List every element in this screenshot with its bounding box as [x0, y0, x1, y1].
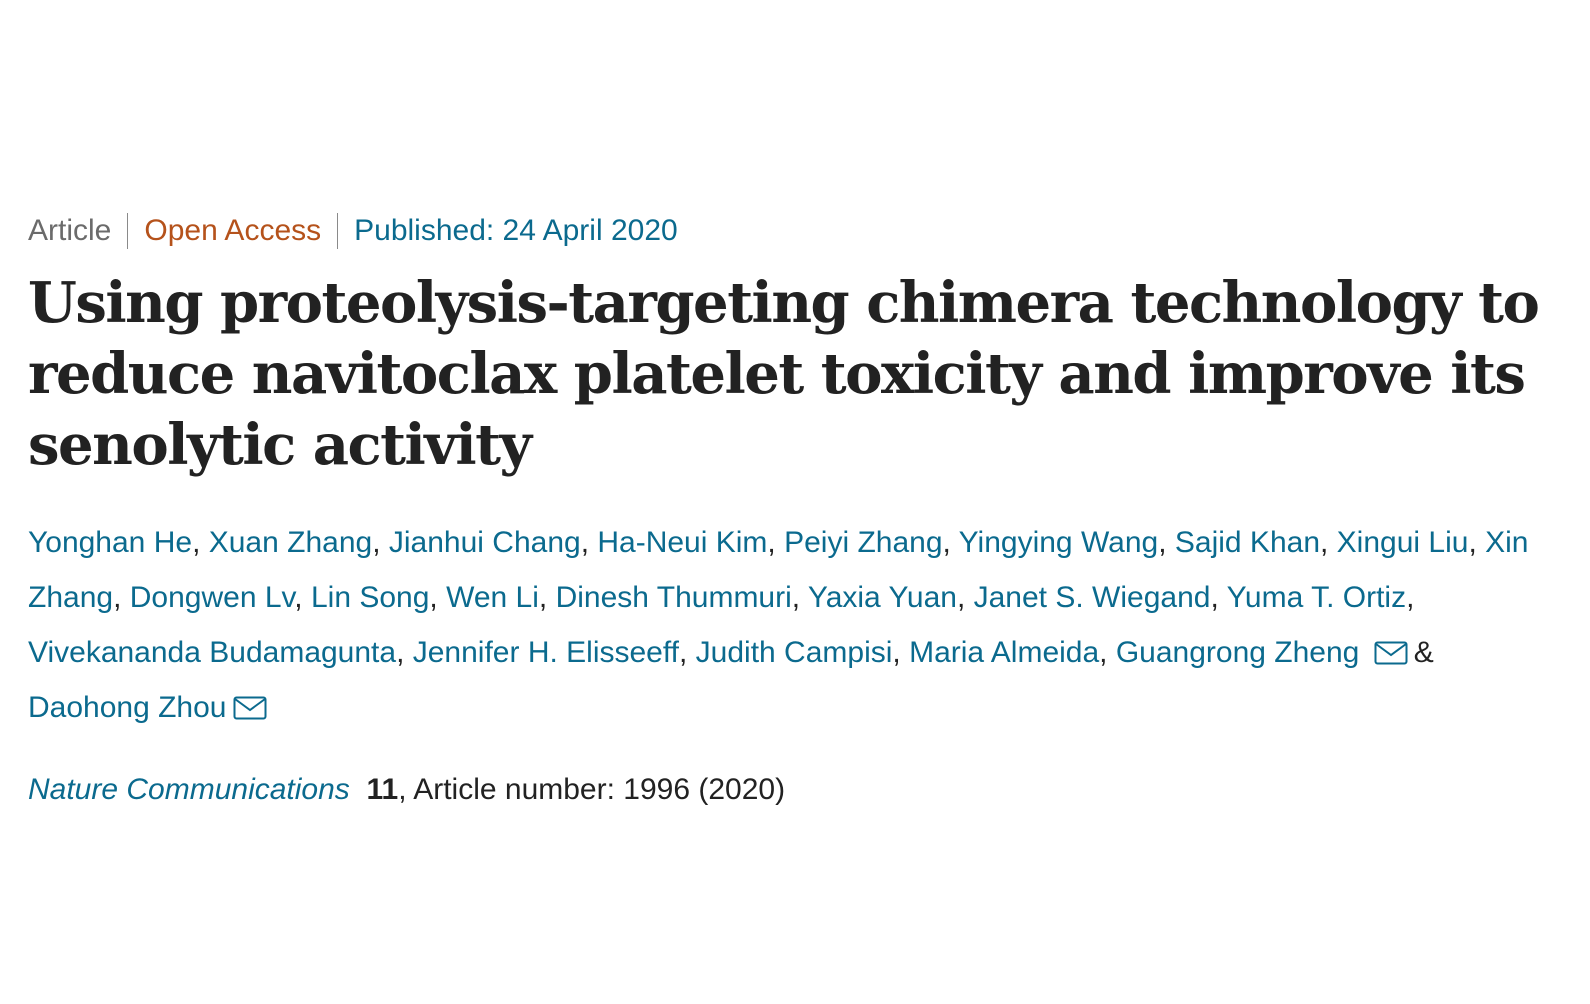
- citation: Nature Communications 11, Article number…: [28, 767, 1558, 813]
- mail-icon[interactable]: [1374, 641, 1408, 665]
- mail-icon[interactable]: [233, 696, 267, 720]
- author-link[interactable]: Maria Almeida: [909, 636, 1100, 669]
- author-separator: ,: [294, 581, 311, 614]
- author-link[interactable]: Dongwen Lv: [129, 581, 295, 614]
- author-link[interactable]: Vivekananda Budamagunta: [28, 636, 397, 669]
- author-separator: ,: [679, 636, 696, 669]
- author-separator: ,: [956, 581, 974, 614]
- author-link[interactable]: Janet S. Wiegand: [973, 581, 1211, 614]
- author-separator: ,: [892, 636, 910, 669]
- author-link[interactable]: Yonghan He: [28, 526, 193, 559]
- author-separator: ,: [192, 526, 209, 559]
- author-separator: ,: [580, 526, 598, 559]
- author-link[interactable]: Daohong Zhou: [28, 691, 227, 724]
- author-link[interactable]: Judith Campisi: [695, 636, 893, 669]
- journal-link[interactable]: Nature Communications: [28, 773, 350, 806]
- article-type: Article: [28, 214, 112, 247]
- author-link[interactable]: Yingying Wang: [958, 526, 1159, 559]
- author-separator: ,: [113, 581, 130, 614]
- author-link[interactable]: Peiyi Zhang: [784, 526, 943, 559]
- author-separator: ,: [1158, 526, 1175, 559]
- author-separator: ,: [538, 581, 556, 614]
- open-access-label: Open Access: [144, 214, 322, 247]
- meta-divider: [127, 213, 129, 249]
- author-separator: ,: [767, 526, 785, 559]
- author-link[interactable]: Yaxia Yuan: [807, 581, 957, 614]
- citation-details: , Article number: 1996 (2020): [398, 773, 786, 806]
- author-link[interactable]: Xuan Zhang: [208, 526, 373, 559]
- author-link[interactable]: Guangrong Zheng: [1115, 636, 1360, 669]
- ampersand: &: [1413, 636, 1434, 669]
- author-separator: ,: [1320, 526, 1337, 559]
- published-date: Published: 24 April 2020: [354, 214, 678, 247]
- author-separator: ,: [1099, 636, 1116, 669]
- author-link[interactable]: Jennifer H. Elisseeff: [412, 636, 679, 669]
- author-separator: ,: [372, 526, 389, 559]
- author-separator: ,: [1468, 526, 1486, 559]
- author-separator: ,: [396, 636, 413, 669]
- author-link[interactable]: Sajid Khan: [1174, 526, 1320, 559]
- author-separator: ,: [1406, 581, 1415, 614]
- article-meta: Article Open Access Published: 24 April …: [28, 208, 1558, 254]
- author-link[interactable]: Xingui Liu: [1336, 526, 1469, 559]
- author-link[interactable]: Jianhui Chang: [388, 526, 581, 559]
- author-list: Yonghan He, Xuan Zhang, Jianhui Chang, H…: [28, 515, 1558, 735]
- meta-divider: [337, 213, 339, 249]
- volume-number: 11: [366, 773, 399, 806]
- article-header: Article Open Access Published: 24 April …: [28, 208, 1558, 813]
- article-title: Using proteolysis-targeting chimera tech…: [28, 270, 1540, 478]
- author-separator: ,: [791, 581, 808, 614]
- author-link[interactable]: Lin Song: [310, 581, 430, 614]
- author-link[interactable]: Xin Zhang: [28, 526, 1529, 614]
- author-separator: ,: [429, 581, 447, 614]
- author-link[interactable]: Dinesh Thummuri: [555, 581, 792, 614]
- author-link[interactable]: Wen Li: [446, 581, 539, 614]
- author-link[interactable]: Ha-Neui Kim: [597, 526, 768, 559]
- author-link[interactable]: Yuma T. Ortiz: [1226, 581, 1407, 614]
- author-separator: ,: [942, 526, 959, 559]
- author-separator: ,: [1210, 581, 1227, 614]
